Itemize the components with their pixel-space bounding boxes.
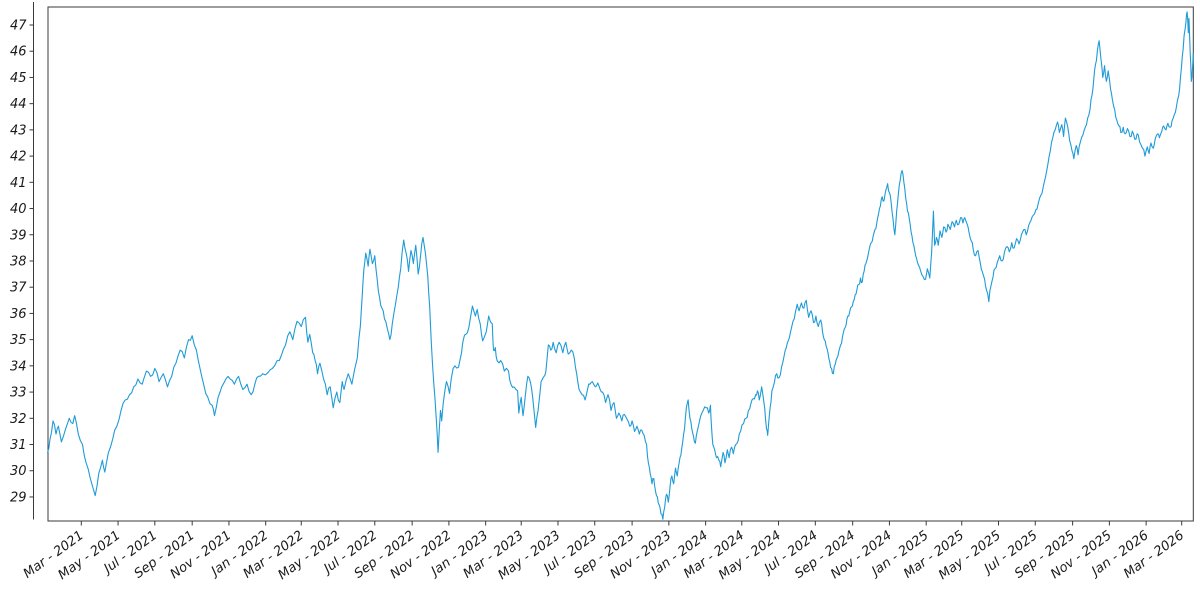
y-tick-label: 32: [10, 412, 27, 427]
y-tick-label: 39: [10, 228, 27, 243]
y-tick-label: 41: [10, 176, 27, 191]
y-tick-label: 36: [10, 307, 27, 322]
y-tick-label: 35: [10, 333, 27, 348]
y-tick-label: 43: [10, 123, 27, 138]
y-tick-label: 38: [10, 254, 27, 269]
y-tick-label: 34: [10, 359, 27, 374]
y-tick-label: 31: [10, 438, 27, 453]
y-tick-label: 29: [10, 490, 27, 505]
price-series-line: [46, 11, 1194, 520]
y-tick-label: 37: [10, 281, 27, 296]
y-tick-label: 33: [10, 386, 27, 401]
y-tick-label: 30: [10, 464, 27, 479]
y-tick-label: 45: [10, 71, 27, 86]
plot-box: [47, 6, 1194, 522]
y-tick-label: 40: [10, 202, 27, 217]
y-tick-label: 46: [10, 45, 27, 60]
price-line: [46, 11, 1194, 520]
y-axis: 29 30 31 32 33 34 35 36 37 38 39 40 41 42 43 44 45 46 47: [10, 2, 34, 520]
y-tick-label: 44: [10, 97, 27, 112]
y-tick-label: 47: [10, 19, 27, 34]
plot-frame: [47, 6, 1194, 522]
y-tick-label: 42: [10, 150, 27, 165]
